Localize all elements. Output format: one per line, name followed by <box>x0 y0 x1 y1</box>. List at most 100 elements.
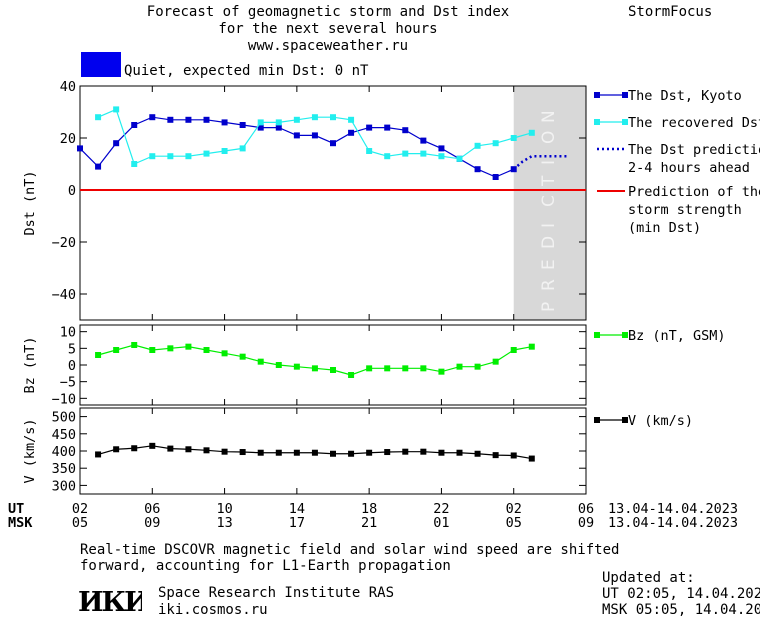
series-v-km-s-point <box>257 449 264 456</box>
xtick-label-msk: 21 <box>361 515 377 531</box>
series-the-dst-kyoto-point <box>366 124 373 131</box>
xtick-label-msk: 05 <box>506 515 522 531</box>
data-series <box>77 106 586 462</box>
dst-ytick-label: 20 <box>60 131 76 147</box>
bz-ytick-label: −5 <box>60 375 76 391</box>
series-bz-nt-gsm-point <box>221 350 228 357</box>
status-color-swatch <box>81 52 121 77</box>
series-the-recovered-dst-point <box>348 116 355 123</box>
chart-title-line2: for the next several hours <box>218 21 438 37</box>
x-axis-msk-label: MSK <box>8 515 33 531</box>
bz-panel-frame <box>79 324 587 406</box>
series-bz-nt-gsm-point <box>456 363 463 370</box>
prediction-letter: N <box>539 110 559 123</box>
bz-ylabel: Bz (nT) <box>22 337 38 394</box>
series-bz-nt-gsm-point <box>239 353 246 360</box>
series-v-km-s-point <box>113 446 120 453</box>
series-the-recovered-dst-point <box>185 153 192 160</box>
legend: The Dst, Kyoto The recovered Dst The Dst p… <box>594 88 760 429</box>
series-the-dst-kyoto-point <box>311 132 318 139</box>
xtick-label-ut: 18 <box>361 501 377 517</box>
series-the-dst-kyoto-point <box>95 163 102 170</box>
series-the-recovered-dst-point <box>275 119 282 126</box>
series-the-dst-kyoto-point <box>402 127 409 134</box>
series-bz-nt-gsm-point <box>131 342 138 348</box>
series-the-dst-kyoto-point <box>330 140 336 147</box>
series-the-dst-kyoto-point <box>221 119 228 126</box>
series-the-dst-kyoto-point <box>113 140 120 147</box>
series-the-dst-prediction-line <box>512 154 568 171</box>
series-the-dst-kyoto-point <box>131 122 138 128</box>
xtick-label-ut: 06 <box>578 501 594 517</box>
institute-site[interactable]: iki.cosmos.ru <box>158 602 268 618</box>
series-bz-nt-gsm-point <box>438 368 445 375</box>
legend-dst-2-label: The Dst prediction <box>628 142 760 158</box>
xtick-label-msk: 01 <box>433 515 449 531</box>
series-the-dst-kyoto-point <box>438 145 445 152</box>
xtick-label-ut: 10 <box>216 501 232 517</box>
series-the-recovered-dst-point <box>366 148 373 154</box>
bz-ytick-label: 0 <box>68 358 76 374</box>
series-the-dst-kyoto-point <box>149 114 156 121</box>
legend-dst-1-marker <box>622 119 628 125</box>
xtick-label-msk: 17 <box>289 515 305 531</box>
x-axis: 02050609101314171821220102050609UTMSK13.… <box>8 86 738 531</box>
v-ylabel: V (km/s) <box>22 418 38 483</box>
series-bz-nt-gsm-point <box>113 347 120 353</box>
series-v-km-s-point <box>456 449 463 456</box>
v-ytick-label: 400 <box>52 444 76 460</box>
series-the-recovered-dst-point <box>149 153 156 160</box>
legend-dst-0-label: The Dst, Kyoto <box>628 88 742 104</box>
series-v-km-s-point <box>366 449 373 456</box>
v-ytick-label: 300 <box>52 478 76 494</box>
iki-logo: ИКИ <box>78 587 142 616</box>
legend-dst-1-marker <box>594 119 600 125</box>
legend-dst-0-marker <box>594 92 600 98</box>
series-the-dst-kyoto-point <box>185 116 192 123</box>
dst-ylabel: Dst (nT) <box>22 170 38 235</box>
series-v-km-s-point <box>239 449 246 456</box>
prediction-letter: D <box>539 236 559 249</box>
series-v-km-s-point <box>221 448 228 455</box>
legend-dst-0-marker <box>622 92 628 98</box>
series-bz-nt-gsm-point <box>384 365 391 372</box>
status-text: Quiet, expected min Dst: 0 nT <box>124 63 369 79</box>
series-v-km-s-point <box>438 449 445 456</box>
bz-ytick-label: −10 <box>52 391 76 407</box>
legend-v-label: V (km/s) <box>628 413 693 429</box>
series-the-dst-kyoto-point <box>293 132 300 139</box>
series-bz-nt-gsm-point <box>420 365 427 372</box>
series-bz-nt-gsm-point <box>366 365 373 372</box>
series-v-km-s-point <box>293 449 300 456</box>
series-the-recovered-dst-point <box>402 150 409 157</box>
series-the-dst-kyoto-point <box>474 166 481 173</box>
prediction-shade <box>513 86 586 320</box>
series-bz-nt-gsm-point <box>528 343 535 350</box>
date-range-ut: 13.04-14.04.2023 <box>608 501 738 517</box>
xtick-label-ut: 02 <box>72 501 88 517</box>
legend-dst-2-label: 2-4 hours ahead <box>628 160 750 176</box>
bz-ytick-label: 10 <box>60 325 76 341</box>
series-bz-nt-gsm-point <box>510 347 517 353</box>
series-v-km-s-point <box>95 451 102 458</box>
series-the-recovered-dst-point <box>167 153 174 160</box>
source-url[interactable]: www.spaceweather.ru <box>247 38 409 54</box>
prediction-letter: I <box>539 223 559 228</box>
prediction-letter: R <box>539 279 559 291</box>
legend-bz-marker <box>594 332 600 338</box>
prediction-letter: E <box>539 259 559 270</box>
institute-name: Space Research Institute RAS <box>158 585 395 601</box>
series-the-recovered-dst-point <box>510 135 517 141</box>
series-the-recovered-dst-point <box>131 161 138 167</box>
legend-bz-label: Bz (nT, GSM) <box>628 328 726 344</box>
series-the-dst-kyoto-point <box>239 122 246 128</box>
legend-dst-3-label: (min Dst) <box>628 220 701 236</box>
series-v-km-s-point <box>474 450 481 457</box>
prediction-letter: C <box>539 195 559 207</box>
legend-dst-3-label: storm strength <box>628 202 742 218</box>
series-the-dst-kyoto-line <box>79 116 514 178</box>
xtick-label-msk: 09 <box>144 515 160 531</box>
series-bz-nt-gsm-point <box>149 347 156 353</box>
series-bz-nt-gsm-point <box>330 367 336 373</box>
